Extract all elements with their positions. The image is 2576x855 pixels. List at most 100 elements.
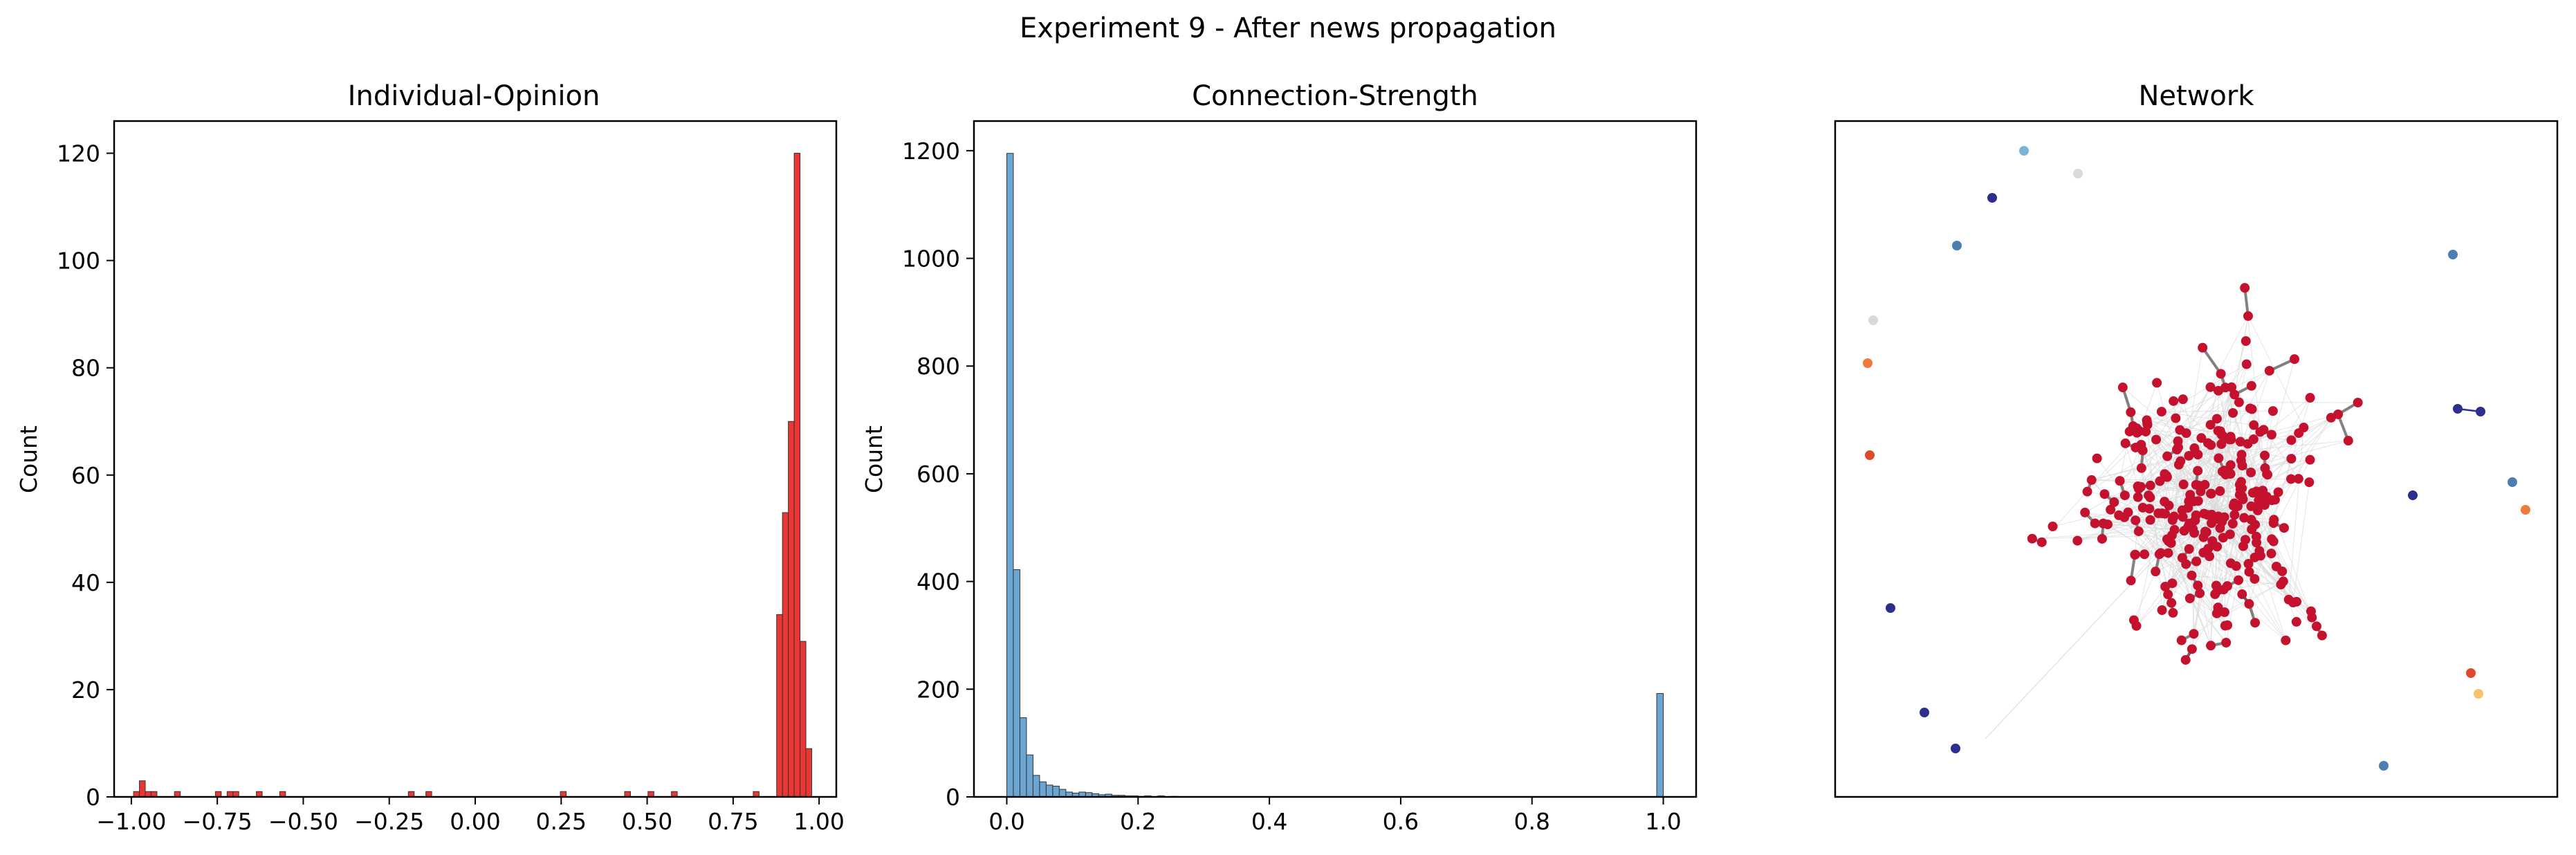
- opinion-y-tick-label: 120: [57, 140, 100, 167]
- network-node: [2199, 508, 2209, 519]
- network-node: [2191, 556, 2202, 567]
- network-node: [2119, 490, 2130, 501]
- network-edge: [2193, 580, 2284, 634]
- network-node: [2130, 549, 2140, 560]
- network-edge: [2200, 437, 2256, 525]
- network-node: [2184, 450, 2194, 461]
- network-node: [2227, 518, 2238, 528]
- network-node: [2184, 544, 2194, 554]
- strength-y-tick-label: 1200: [902, 138, 960, 165]
- opinion-x-tick-label: 0.75: [708, 808, 758, 835]
- network-node: [2243, 439, 2253, 449]
- network-node: [2144, 490, 2154, 501]
- network-node: [2267, 534, 2277, 544]
- network-node: [2198, 532, 2209, 542]
- network-node: [2250, 573, 2260, 584]
- network-node: [2273, 487, 2283, 497]
- network-node: [2156, 407, 2166, 417]
- network-node: [2019, 146, 2029, 156]
- network-node: [2195, 588, 2205, 598]
- network-node: [2244, 598, 2254, 609]
- network-edge: [2288, 427, 2304, 600]
- network-node: [2180, 654, 2191, 665]
- strength-histogram-bars: [1006, 153, 1664, 798]
- opinion-y-tick-label: 20: [71, 677, 100, 704]
- strength-y-tick-label: 200: [917, 676, 960, 703]
- network-node: [2326, 412, 2336, 423]
- network-node: [2246, 380, 2256, 391]
- network-node: [2293, 474, 2303, 484]
- opinion-bar: [139, 780, 146, 798]
- network-node: [2160, 508, 2171, 519]
- network-node: [2196, 433, 2207, 443]
- network-node: [2173, 442, 2184, 452]
- strength-y-axis-ticks: 0 200 400 600 800 1000 1200: [902, 138, 974, 811]
- network-node: [2214, 385, 2224, 396]
- network-node: [2072, 535, 2083, 546]
- network-node: [2167, 578, 2178, 589]
- network-edge: [2247, 315, 2304, 428]
- network-node: [2305, 393, 2315, 403]
- network-node: [2262, 469, 2272, 479]
- network-node: [2222, 581, 2232, 591]
- network-node: [2231, 561, 2241, 571]
- network-node: [2169, 396, 2179, 406]
- opinion-x-axis-ticks: −1.00 −0.75 −0.50 −0.25 0.00 0.25 0.50 0.75 1.00: [96, 797, 845, 835]
- network-node: [2249, 420, 2259, 430]
- network-node: [1886, 603, 1895, 613]
- network-node: [2306, 606, 2316, 616]
- network-edge: [2271, 417, 2332, 501]
- opinion-y-axis-label: Count: [15, 425, 42, 493]
- network-node: [2453, 404, 2463, 414]
- network-node: [1952, 241, 1962, 250]
- strength-plot-frame: [973, 120, 1698, 798]
- opinion-histogram-title: Individual-Opinion: [348, 80, 600, 112]
- network-node: [2408, 490, 2418, 500]
- opinion-y-tick-label: 80: [71, 355, 100, 382]
- network-edge: [2128, 512, 2226, 626]
- network-node: [2236, 455, 2246, 466]
- network-edge: [2097, 458, 2226, 626]
- network-node: [2267, 495, 2277, 506]
- network-node: [2114, 510, 2124, 520]
- network-node: [2379, 761, 2389, 771]
- network-node: [2135, 481, 2146, 492]
- network-node: [2080, 507, 2090, 517]
- network-node: [2193, 496, 2203, 506]
- network-node: [2216, 369, 2226, 379]
- network-node: [2140, 549, 2150, 560]
- network-node: [2214, 453, 2224, 463]
- network-node: [2193, 580, 2203, 591]
- network-node: [2252, 505, 2263, 515]
- network-node: [1951, 744, 1960, 753]
- network-node: [2229, 389, 2240, 400]
- strength-x-tick-label: 0.6: [1383, 808, 1419, 835]
- network-node: [2181, 428, 2191, 439]
- strength-bar: [1039, 781, 1047, 798]
- network-node: [2247, 524, 2257, 535]
- network-node: [2176, 635, 2187, 645]
- network-node: [2267, 406, 2278, 416]
- network-node: [2154, 549, 2164, 560]
- strength-x-tick-label: 1.0: [1645, 808, 1681, 835]
- network-node: [2250, 618, 2261, 628]
- network-node: [2240, 283, 2250, 293]
- network-node: [2291, 616, 2301, 627]
- strength-bar: [1045, 784, 1054, 798]
- opinion-x-tick-label: 0.25: [536, 808, 587, 835]
- network-node: [2171, 413, 2181, 423]
- network-node: [2266, 430, 2276, 440]
- network-node: [2082, 486, 2092, 497]
- network-node: [1863, 358, 1873, 368]
- network-node: [2223, 620, 2233, 630]
- opinion-x-tick-label: −0.25: [354, 808, 424, 835]
- network-node: [2109, 497, 2119, 507]
- network-edge: [2198, 340, 2247, 502]
- opinion-histogram-bars: [133, 153, 812, 798]
- strength-bar: [1058, 789, 1067, 798]
- network-node: [2234, 397, 2244, 407]
- network-node: [2161, 470, 2171, 481]
- opinion-bar: [776, 614, 783, 798]
- opinion-y-tick-label: 0: [86, 784, 100, 811]
- network-node: [2198, 342, 2208, 353]
